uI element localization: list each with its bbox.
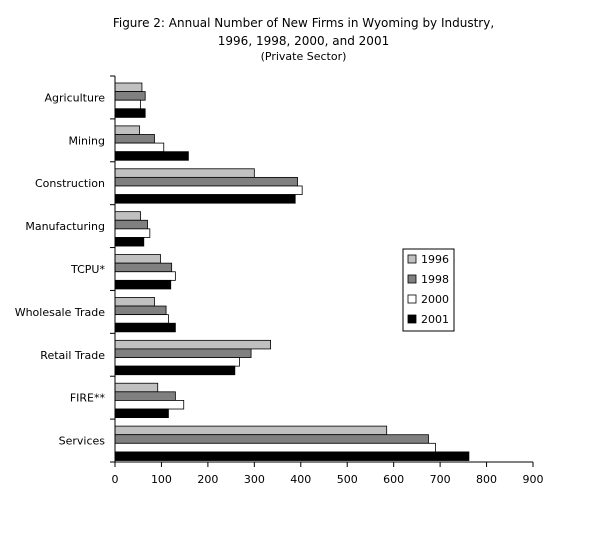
x-tick-label: 100 [151, 473, 172, 486]
bar-mining-2000 [114, 142, 165, 153]
bar-wholesale-trade-1998 [114, 305, 167, 316]
bar-manufacturing-1998 [114, 219, 148, 230]
category-label: Manufacturing [25, 220, 105, 233]
bar-fire--2001 [114, 408, 169, 419]
bar-fire--1996 [114, 382, 159, 393]
category-label: Agriculture [45, 91, 106, 104]
bar-construction-1998 [114, 176, 298, 187]
bar-construction-2000 [114, 185, 303, 195]
x-tick-label: 300 [244, 473, 265, 486]
chart-title: Figure 2: Annual Number of New Firms in … [0, 14, 607, 64]
legend-label-2000: 2000 [421, 293, 449, 306]
bar-agriculture-1998 [114, 91, 146, 101]
x-tick-label: 0 [112, 473, 119, 486]
chart-title-line-2: 1996, 1998, 2000, and 2001 [217, 34, 390, 48]
bar-mining-1998 [114, 134, 155, 144]
bar-services-2000 [114, 442, 436, 453]
bar-agriculture-1996 [114, 82, 143, 93]
bar-tcpu--1996 [114, 254, 161, 264]
x-tick-label: 600 [383, 473, 404, 486]
bar-mining-1996 [114, 125, 141, 135]
legend-swatch-2001 [407, 314, 417, 324]
legend-swatch-1998 [407, 274, 417, 284]
chart-title-line-1: Figure 2: Annual Number of New Firms in … [112, 16, 495, 30]
legend-swatch-2000 [407, 294, 417, 304]
bar-retail-trade-1998 [114, 348, 252, 358]
bar-manufacturing-2000 [114, 228, 151, 238]
bar-wholesale-trade-2001 [114, 322, 176, 333]
category-label: Retail Trade [40, 349, 105, 362]
bar-retail-trade-2000 [114, 357, 240, 367]
bar-fire--1998 [114, 391, 176, 401]
bar-retail-trade-1996 [114, 339, 271, 350]
bar-tcpu--2001 [114, 279, 172, 290]
bar-retail-trade-2001 [114, 365, 236, 376]
category-label: Wholesale Trade [15, 306, 106, 319]
x-tick-label: 900 [523, 473, 544, 486]
legend-label-1998: 1998 [421, 273, 449, 286]
bar-agriculture-2001 [114, 108, 146, 118]
bar-manufacturing-1996 [114, 211, 141, 221]
bar-construction-2001 [114, 194, 296, 204]
bar-services-2001 [114, 451, 470, 461]
x-tick-label: 800 [476, 473, 497, 486]
bar-tcpu--2000 [114, 271, 176, 281]
x-tick-label: 200 [197, 473, 218, 486]
legend-label-1996: 1996 [421, 253, 449, 266]
bar-wholesale-trade-1996 [114, 297, 155, 307]
bar-wholesale-trade-2000 [114, 314, 169, 324]
x-tick-label: 400 [290, 473, 311, 486]
category-label: Services [59, 435, 106, 448]
bar-construction-1996 [114, 168, 255, 178]
bar-services-1998 [114, 434, 429, 444]
bar-tcpu--1998 [114, 262, 173, 273]
chart-subtitle: (Private Sector) [260, 50, 347, 63]
x-tick-label: 700 [430, 473, 451, 486]
category-label: TCPU* [70, 263, 105, 276]
legend-swatch-1996 [407, 254, 417, 264]
legend-label-2001: 2001 [421, 313, 449, 326]
bar-fire--2000 [114, 400, 185, 410]
category-label: Mining [68, 134, 105, 147]
category-label: FIRE** [70, 392, 106, 405]
x-tick-label: 500 [337, 473, 358, 486]
bar-agriculture-2000 [114, 99, 141, 110]
bar-services-1996 [114, 425, 388, 436]
category-label: Construction [35, 177, 105, 190]
bar-mining-2001 [114, 151, 189, 161]
bar-manufacturing-2001 [114, 237, 145, 247]
